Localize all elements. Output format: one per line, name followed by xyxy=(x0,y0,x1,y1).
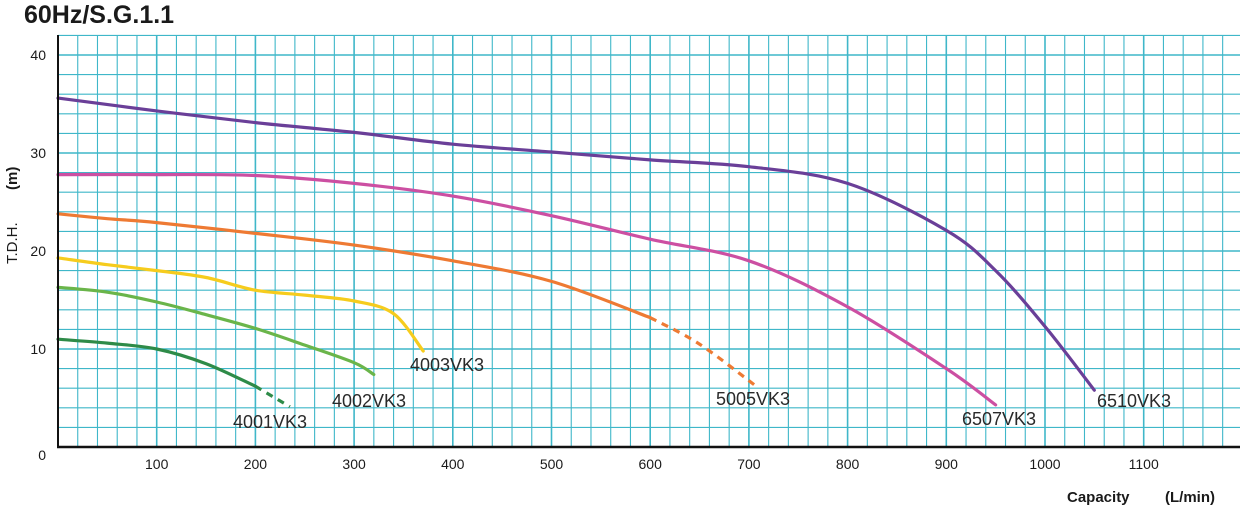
x-tick-label: 500 xyxy=(540,456,564,472)
x-tick-label: 300 xyxy=(342,456,366,472)
series-4002vk3-line xyxy=(56,285,376,377)
x-tick-label: 200 xyxy=(244,456,268,472)
x-tick-label: 400 xyxy=(441,456,465,472)
series-4001vk3-dashed-extension xyxy=(254,384,291,409)
x-tick-label: 600 xyxy=(639,456,663,472)
y-tick-label: 0 xyxy=(38,447,46,463)
x-tick-label: 700 xyxy=(737,456,761,472)
y-tick-label: 40 xyxy=(30,47,46,63)
series-5005vk3-dashed-extension xyxy=(649,316,760,390)
series-6510vk3-line xyxy=(56,96,1096,392)
x-axis-label-unit: (L/min) xyxy=(1165,489,1215,506)
x-tick-label: 1000 xyxy=(1029,456,1060,472)
series-lines xyxy=(56,96,1096,409)
y-axis-ticks: 0 10 20 30 40 xyxy=(30,47,46,463)
series-6507vk3-line xyxy=(56,172,998,407)
grid xyxy=(58,34,1240,447)
series-4003vk3-line xyxy=(56,256,425,353)
x-tick-label: 100 xyxy=(145,456,169,472)
series-5005vk3-line xyxy=(56,212,652,320)
series-4003vk3-label: 4003VK3 xyxy=(410,355,484,375)
y-tick-label: 20 xyxy=(30,243,46,259)
x-tick-label: 800 xyxy=(836,456,860,472)
y-tick-label: 30 xyxy=(30,145,46,161)
series-4002vk3-label: 4002VK3 xyxy=(332,391,406,411)
series-6510vk3-label: 6510VK3 xyxy=(1097,391,1171,411)
x-axis-label-main: Capacity xyxy=(1067,489,1130,506)
series-6507vk3-label: 6507VK3 xyxy=(962,409,1036,429)
axes xyxy=(57,35,1240,449)
series-4001vk3-line xyxy=(56,337,257,388)
y-axis-label-main: T.D.H. xyxy=(4,222,21,264)
series-4001vk3-label: 4001VK3 xyxy=(233,412,307,432)
y-axis-label-unit: (m) xyxy=(4,167,21,190)
x-axis-ticks: 100 200 300 400 500 600 700 800 900 1000 1100 xyxy=(145,456,1159,472)
chart-title: 60Hz/S.G.1.1 xyxy=(24,1,174,29)
x-tick-label: 1100 xyxy=(1129,456,1159,472)
y-tick-label: 10 xyxy=(30,341,46,357)
x-tick-label: 900 xyxy=(935,456,959,472)
series-5005vk3-label: 5005VK3 xyxy=(716,389,790,409)
